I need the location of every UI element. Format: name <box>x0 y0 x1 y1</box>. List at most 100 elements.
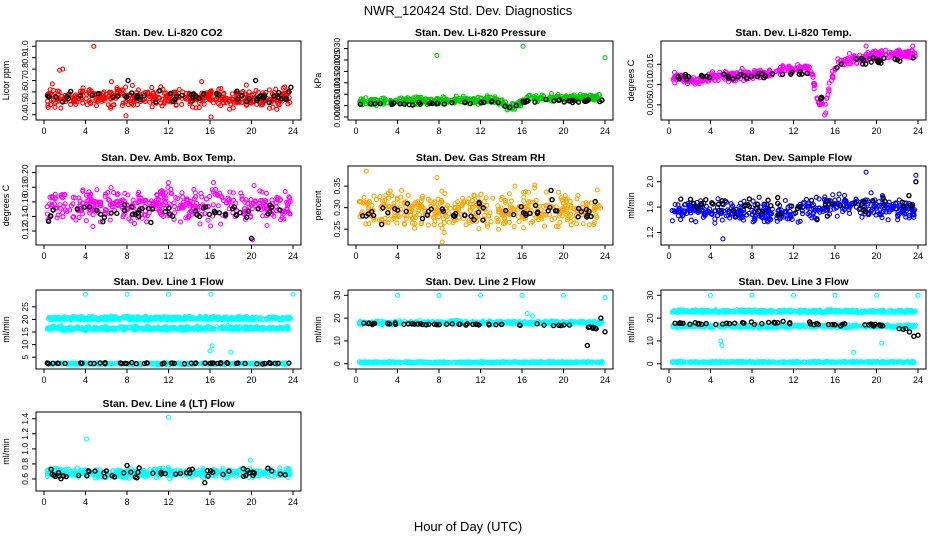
data-point <box>420 217 424 221</box>
data-point <box>412 211 416 215</box>
data-point <box>108 218 112 222</box>
outlier-point <box>289 85 293 89</box>
figure-title: NWR_120424 Std. Dev. Diagnostics <box>364 3 573 18</box>
data-point <box>169 91 173 95</box>
data-point <box>77 216 81 220</box>
outlier-point <box>562 293 566 297</box>
data-point <box>53 105 57 109</box>
data-point <box>228 107 232 111</box>
data-point <box>837 192 841 196</box>
series-2 <box>357 359 604 365</box>
data-point <box>769 204 773 208</box>
x-tick-label: 24 <box>288 126 298 136</box>
panel-points <box>357 169 602 244</box>
outlier-point <box>364 169 368 173</box>
data-point <box>810 198 814 202</box>
data-point <box>277 91 281 95</box>
x-tick-label: 8 <box>436 251 441 261</box>
figure-xlabel: Hour of Day (UTC) <box>414 519 522 534</box>
data-point <box>848 211 852 215</box>
x-tick-label: 16 <box>205 375 215 385</box>
panel-title: Stan. Dev. Line 2 Flow <box>425 276 536 288</box>
data-point <box>766 198 770 202</box>
x-tick-label: 4 <box>83 251 88 261</box>
data-point <box>413 226 417 230</box>
data-point <box>69 89 73 93</box>
panel-points <box>671 44 917 117</box>
x-tick-label: 16 <box>517 251 527 261</box>
x-tick-label: 0 <box>353 251 358 261</box>
panel-title: Stan. Dev. Gas Stream RH <box>416 152 545 164</box>
panel-ylabel: Licor ppm <box>1 61 11 101</box>
data-point <box>823 195 827 199</box>
data-point <box>84 219 88 223</box>
x-tick-label: 8 <box>749 251 754 261</box>
data-point <box>521 226 525 230</box>
x-tick-label: 24 <box>288 375 298 385</box>
data-point <box>429 207 433 211</box>
y-tick-label: 2.0 <box>645 176 655 188</box>
outlier-point <box>437 293 441 297</box>
data-point <box>898 59 902 63</box>
y-tick-label: 0.20 <box>20 164 30 181</box>
x-tick-label: 12 <box>163 126 173 136</box>
data-point <box>489 220 493 224</box>
outlier-point <box>92 44 96 48</box>
panel-title: Stan. Dev. Sample Flow <box>735 152 853 164</box>
x-tick-label: 8 <box>124 375 129 385</box>
data-point <box>372 194 376 198</box>
x-tick-label: 20 <box>246 251 256 261</box>
x-tick-label: 24 <box>600 251 610 261</box>
data-point <box>688 197 692 201</box>
data-point <box>264 191 268 195</box>
data-point <box>115 211 119 215</box>
y-tick-label: 0.7 <box>20 74 30 86</box>
panel-points <box>357 293 607 365</box>
y-tick-label: 1.6 <box>645 201 655 213</box>
outlier-point <box>479 293 483 297</box>
panel-points <box>358 44 607 112</box>
outlier-point <box>435 53 439 57</box>
data-point <box>679 197 683 201</box>
data-point <box>145 220 149 224</box>
data-point <box>595 188 599 192</box>
data-point <box>61 100 65 104</box>
x-tick-label: 20 <box>246 126 256 136</box>
data-point <box>550 198 554 202</box>
data-point <box>704 198 708 202</box>
data-point <box>395 221 399 225</box>
y-tick-label: 10 <box>20 340 30 350</box>
x-tick-label: 4 <box>708 251 713 261</box>
data-point <box>390 194 394 198</box>
data-point <box>517 219 521 223</box>
outlier-point <box>525 312 529 316</box>
data-point <box>507 220 511 224</box>
data-point <box>886 218 890 222</box>
data-point <box>109 186 113 190</box>
x-tick-label: 4 <box>83 126 88 136</box>
outlier-point <box>167 292 171 296</box>
x-tick-label: 0 <box>666 126 671 136</box>
panel-ylabel: ml/min <box>1 316 11 343</box>
data-point <box>507 192 511 196</box>
data-point <box>448 206 452 210</box>
data-point <box>558 220 562 224</box>
data-point <box>133 222 137 226</box>
y-tick-label: 0.9 <box>20 52 30 64</box>
data-point <box>497 227 501 231</box>
data-point <box>232 198 236 202</box>
data-point <box>776 201 780 205</box>
outlier-point <box>125 292 129 296</box>
x-tick-label: 16 <box>830 126 840 136</box>
outlier-point <box>520 293 524 297</box>
data-point <box>512 225 516 229</box>
x-tick-label: 0 <box>41 375 46 385</box>
data-point <box>757 195 761 199</box>
data-point <box>426 223 430 227</box>
data-point <box>589 215 593 219</box>
data-point <box>283 190 287 194</box>
y-tick-label: 0.25 <box>332 221 342 238</box>
panel-ylabel: ml/min <box>626 192 636 219</box>
